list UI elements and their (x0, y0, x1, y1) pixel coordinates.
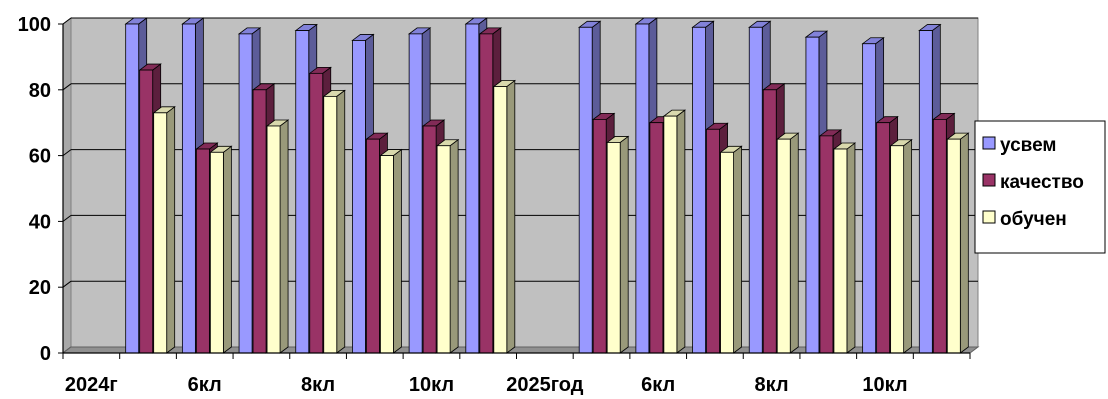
bar-обучен-12 (776, 132, 800, 354)
bar-обучен-1 (152, 106, 176, 354)
legend-swatch-качество (982, 173, 996, 187)
axes (58, 23, 971, 359)
bar-обучен-13 (832, 142, 857, 354)
gridline-side (62, 280, 72, 288)
x-tick-label: 8кл (755, 374, 789, 396)
y-tick-label: 100 (18, 14, 51, 36)
x-axis-ticks: 2024г 6кл 8кл 10кл 2025год 6кл 8кл 10кл (65, 374, 908, 396)
bar-обучен-10 (662, 109, 687, 354)
y-tick-label: 0 (40, 343, 51, 365)
legend-swatch-обучен (982, 210, 996, 224)
x-tick-label: 6кл (641, 374, 675, 396)
bar-обучен-11 (719, 145, 743, 354)
x-tick-label: 10кл (862, 374, 907, 396)
x-tick-label: 8кл (301, 374, 335, 396)
plot-side-wall (62, 17, 72, 354)
gridline-side (62, 149, 72, 157)
x-tick-label: 6кл (188, 374, 222, 396)
legend: усвем качество обучен (974, 120, 1106, 254)
x-tick-label: 2024г (65, 374, 118, 396)
y-axis-ticks: 0 20 40 60 80 100 (18, 14, 51, 365)
x-tick-label: 2025год (506, 374, 584, 396)
bars (124, 17, 970, 354)
gridline-side (62, 17, 72, 25)
bar-обучен-3 (265, 119, 290, 354)
legend-label: обучен (1000, 209, 1067, 230)
bar-обучен-9 (605, 135, 630, 354)
y-tick-label: 60 (29, 146, 51, 168)
bar-обучен-5 (379, 148, 403, 354)
y-tick-label: 20 (29, 277, 51, 299)
legend-box (974, 120, 1106, 254)
legend-swatch-усвем (982, 136, 996, 150)
bar-обучен-6 (435, 138, 460, 354)
legend-label: качество (1000, 172, 1084, 193)
gridline-side (62, 83, 72, 91)
bar-обучен-2 (209, 145, 233, 354)
bar-обучен-14 (889, 138, 913, 354)
x-tick-label: 10кл (409, 374, 454, 396)
y-tick-label: 40 (29, 211, 51, 233)
legend-label: усвем (1000, 135, 1056, 156)
bar-обучен-7 (492, 79, 517, 354)
gridline-side (62, 214, 72, 222)
y-tick-label: 80 (29, 80, 51, 102)
bar-обучен-15 (946, 132, 970, 354)
bar-обучен-4 (322, 89, 346, 354)
